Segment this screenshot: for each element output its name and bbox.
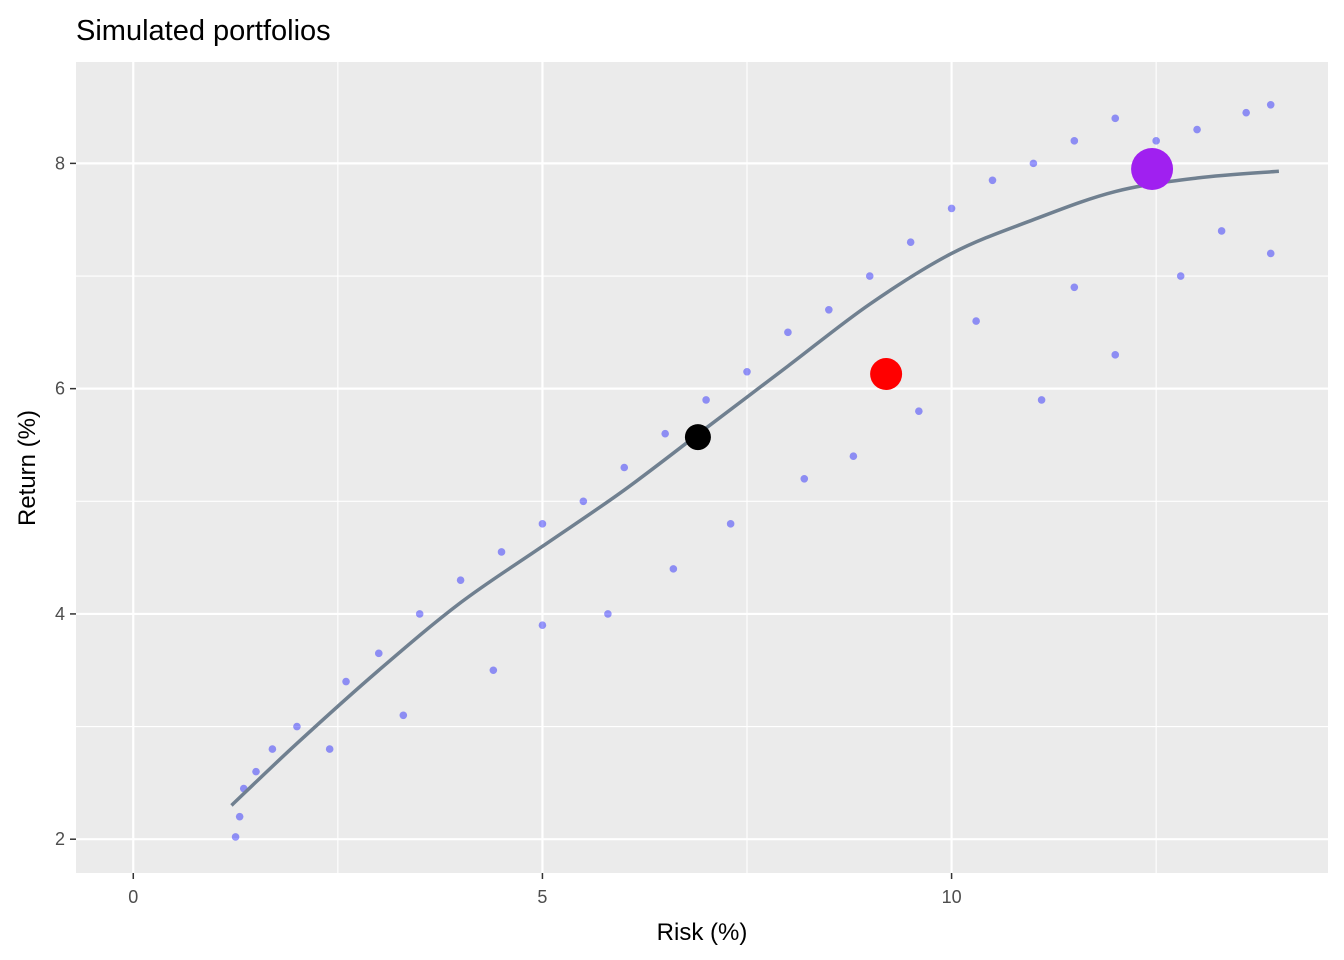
portfolio-point: [1070, 283, 1079, 292]
portfolio-point: [1266, 249, 1275, 258]
portfolio-point: [399, 711, 408, 720]
portfolio-point: [374, 649, 383, 658]
portfolio-point: [743, 367, 751, 376]
highlight-point: [870, 358, 903, 391]
highlight-points: [684, 148, 1174, 451]
portfolio-point: [489, 666, 498, 675]
y-tick-label: 6: [55, 379, 65, 399]
grid-major: [76, 62, 1328, 873]
portfolio-point: [669, 565, 678, 573]
portfolio-point: [825, 306, 833, 314]
portfolio-point: [800, 474, 809, 483]
portfolio-point: [579, 497, 588, 506]
portfolio-point: [293, 722, 301, 731]
portfolio-point: [1242, 108, 1250, 117]
y-tick-label: 8: [55, 153, 65, 173]
x-axis-ticks: 0 5 10: [128, 873, 962, 907]
portfolio-point: [865, 272, 874, 280]
chart-title: Simulated portfolios: [76, 15, 331, 47]
portfolio-point: [1111, 114, 1120, 123]
portfolio-point: [325, 745, 334, 753]
y-axis-title: Return (%): [14, 410, 41, 526]
y-tick-label: 4: [55, 604, 65, 624]
x-tick-label: 0: [128, 887, 138, 907]
portfolio-point: [1176, 272, 1185, 280]
portfolio-point: [1266, 101, 1275, 109]
y-tick-label: 2: [55, 829, 65, 849]
portfolio-point: [906, 238, 915, 247]
portfolio-point: [415, 610, 424, 618]
trend-line: [230, 169, 1280, 807]
portfolio-point: [538, 520, 547, 528]
portfolio-point: [342, 677, 350, 686]
x-tick-label: 10: [942, 887, 962, 907]
portfolio-point: [235, 812, 244, 821]
portfolio-point: [1070, 137, 1079, 145]
portfolio-point: [497, 548, 506, 556]
portfolio-point: [726, 520, 735, 528]
portfolio-point: [1152, 137, 1160, 145]
x-tick-label: 5: [537, 887, 547, 907]
highlight-point: [684, 424, 711, 451]
portfolio-point: [1193, 125, 1201, 134]
plot-panel: [76, 62, 1328, 873]
portfolio-point: [988, 176, 997, 185]
grid-minor: [76, 62, 1328, 873]
portfolio-point: [972, 317, 980, 325]
portfolio-point: [456, 576, 465, 584]
portfolio-point: [849, 452, 858, 461]
portfolio-points: [231, 101, 1275, 841]
portfolio-point: [1111, 351, 1120, 359]
portfolio-point: [947, 204, 956, 213]
portfolio-point: [1217, 227, 1226, 235]
portfolio-point: [915, 407, 923, 415]
x-axis-title: Risk (%): [657, 919, 748, 946]
portfolio-point: [661, 429, 669, 438]
portfolio-point: [231, 833, 240, 841]
portfolio-point: [1037, 396, 1046, 404]
highlight-point: [1131, 148, 1174, 191]
portfolio-point: [268, 745, 277, 753]
portfolio-point: [702, 396, 710, 404]
portfolio-point: [784, 328, 792, 337]
portfolio-point: [604, 610, 612, 618]
portfolio-point: [620, 463, 629, 472]
y-axis-ticks: 2 4 6 8: [55, 153, 76, 849]
portfolio-point: [538, 621, 547, 629]
portfolio-point: [1029, 159, 1038, 168]
portfolio-point: [252, 767, 260, 776]
